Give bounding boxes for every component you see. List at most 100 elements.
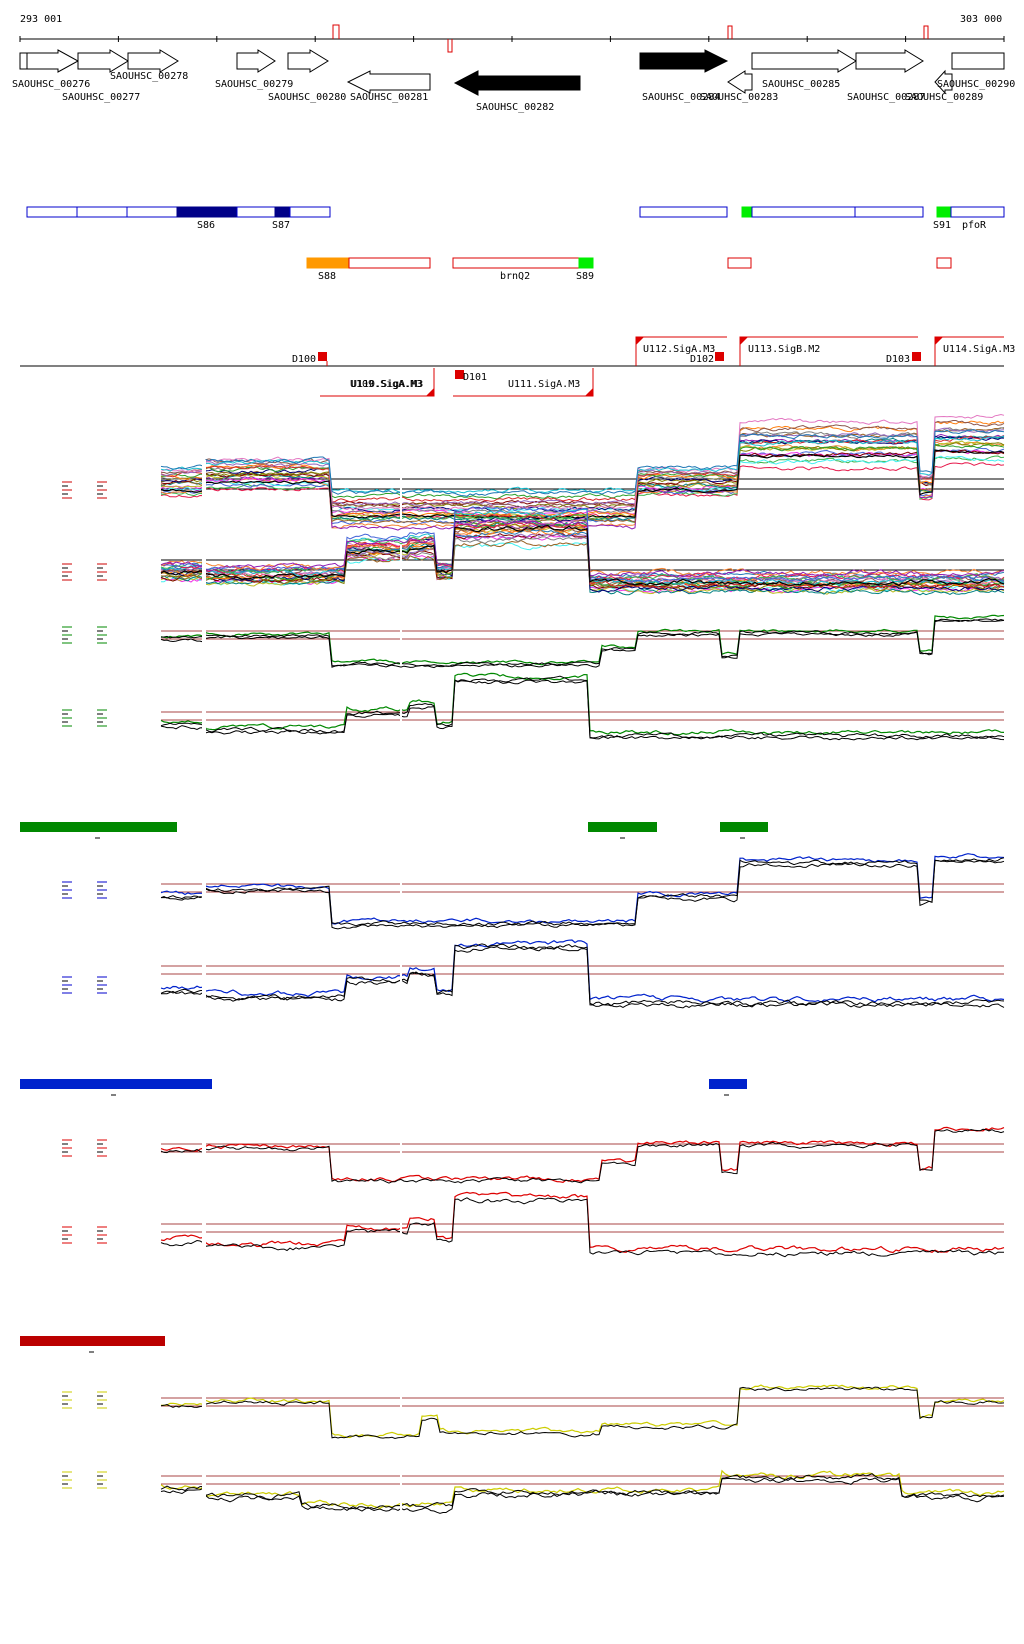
data-gap: [202, 1385, 206, 1430]
downshift-D102[interactable]: D102: [690, 352, 724, 365]
cluster-bar-green[interactable]: [720, 822, 768, 832]
gene-SAOUHSC_00278[interactable]: SAOUHSC_00278: [110, 49, 188, 82]
gene-label: SAOUHSC_00282: [476, 102, 554, 113]
expression-trace: [160, 1386, 1005, 1440]
upshift-U109[interactable]: U109.SigA.M3: [320, 368, 435, 397]
gene-SAOUHSC_00276[interactable]: SAOUHSC_00276: [12, 49, 90, 90]
downshift-D101[interactable]: D101: [455, 370, 487, 383]
expression-trace: [160, 1384, 1005, 1439]
cluster-bar-blue[interactable]: [20, 1079, 212, 1089]
expression-trace: [160, 1128, 1005, 1184]
expression-trace: [160, 529, 1005, 580]
gene-SAOUHSC_00281[interactable]: SAOUHSC_00281: [346, 70, 431, 103]
cluster-bar-blue[interactable]: [709, 1079, 747, 1089]
data-gap: [202, 615, 206, 665]
data-gap: [202, 545, 206, 600]
gene-arrow-icon: [453, 70, 581, 96]
gene-SAOUHSC_00287[interactable]: SAOUHSC_00287: [847, 49, 925, 103]
expression-trace: [160, 1191, 1005, 1254]
cluster-bar-green[interactable]: [588, 822, 657, 832]
expression-trace: [160, 939, 1005, 1003]
gene-arrow-icon: [77, 49, 129, 73]
upshift-label: U112.SigA.M3: [643, 344, 715, 355]
upshift-U110[interactable]: U110.SigA.M3: [351, 379, 423, 390]
expression-trace: [160, 619, 1005, 669]
downshift-D100[interactable]: D100: [292, 352, 328, 366]
segment-S89[interactable]: [578, 257, 594, 269]
gene-track: SAOUHSC_00276 SAOUHSC_00277 SAOUHSC_0027…: [12, 49, 1015, 113]
data-gap: [400, 460, 402, 520]
segment-S91[interactable]: [936, 206, 952, 218]
gene-label: SAOUHSC_00289: [905, 92, 983, 103]
upshift-flag-icon: [740, 337, 748, 345]
upshift-label: U114.SigA.M3: [943, 344, 1015, 355]
cluster-bar-green[interactable]: [20, 822, 177, 832]
data-gap: [202, 690, 206, 745]
downshift-square-icon: [912, 352, 921, 361]
segment-pfoR[interactable]: [950, 206, 1005, 218]
expression-trace: [160, 945, 1005, 1009]
gene-arrow-icon: [127, 49, 179, 73]
gene-SAOUHSC_00284[interactable]: SAOUHSC_00284: [639, 49, 729, 103]
segment-label: S86: [197, 220, 215, 231]
gene-SAOUHSC_00290[interactable]: SAOUHSC_00290: [937, 52, 1015, 90]
expression-trace: [160, 943, 1005, 1007]
data-gap: [400, 955, 402, 1005]
upshift-U112[interactable]: U112.SigA.M3: [635, 336, 727, 366]
expression-trace: [160, 614, 1005, 666]
segment-S88[interactable]: [306, 257, 350, 269]
gene-SAOUHSC_00283[interactable]: SAOUHSC_00283: [700, 70, 778, 103]
gene-SAOUHSC_00279[interactable]: SAOUHSC_00279: [215, 49, 293, 90]
downshift-label: D103: [886, 354, 910, 365]
ruler-ticks: [19, 36, 1005, 42]
upshift-flag-icon: [636, 337, 644, 345]
gene-arrow-icon: [287, 49, 329, 73]
downshift-D103[interactable]: D103: [886, 352, 921, 365]
gene-arrow-icon: [19, 49, 80, 73]
gene-label: SAOUHSC_00276: [12, 79, 90, 90]
segment-S87[interactable]: [274, 206, 291, 218]
gene-label: SAOUHSC_00278: [110, 71, 188, 82]
gene-label: SAOUHSC_00283: [700, 92, 778, 103]
gene-label: SAOUHSC_00285: [762, 79, 840, 90]
expression-trace: [160, 519, 1005, 578]
cluster-bars: [20, 822, 768, 1353]
expression-trace: [160, 515, 1005, 593]
data-gap: [202, 865, 206, 915]
data-gap: [202, 460, 206, 520]
segment-label: S88: [318, 271, 336, 282]
gene-label: SAOUHSC_00290: [937, 79, 1015, 90]
gene-SAOUHSC_00289[interactable]: SAOUHSC_00289: [905, 69, 983, 103]
expression-trace: [160, 857, 1005, 927]
upshift-label: U110.SigA.M3: [351, 379, 423, 390]
expression-trace: [160, 455, 1005, 513]
expression-trace: [160, 675, 1005, 741]
gene-label: SAOUHSC_00284: [642, 92, 720, 103]
expression-tracks: [62, 413, 1005, 1515]
gene-label: SAOUHSC_00287: [847, 92, 925, 103]
data-gap: [400, 545, 402, 600]
downshift-label: D102: [690, 354, 714, 365]
segment-S86[interactable]: [176, 206, 238, 218]
data-gap: [202, 955, 206, 1005]
data-gap: [400, 865, 402, 915]
gene-label: SAOUHSC_00279: [215, 79, 293, 90]
gene-arrow-icon: [639, 49, 729, 73]
gene-arrow-icon: [346, 70, 431, 94]
upshift-U114[interactable]: U114.SigA.M3: [934, 336, 1015, 366]
upshift-U113[interactable]: U113.SigB.M2: [739, 336, 918, 366]
upshift-U111[interactable]: U111.SigA.M3: [453, 368, 594, 397]
ruler-start-label: 293 001: [20, 14, 62, 25]
gene-SAOUHSC_00280[interactable]: SAOUHSC_00280: [268, 49, 346, 103]
upshift-flag-icon: [585, 388, 593, 396]
segment-brnQ2[interactable]: [452, 257, 580, 269]
cluster-bar-red[interactable]: [20, 1336, 165, 1346]
downshift-square-icon: [715, 352, 724, 361]
expression-trace: [160, 413, 1005, 511]
expression-trace: [160, 443, 1005, 500]
gene-SAOUHSC_00285[interactable]: SAOUHSC_00285: [751, 49, 857, 90]
gene-arrow-icon: [751, 49, 857, 73]
segment-label: S89: [576, 271, 594, 282]
gene-SAOUHSC_00282[interactable]: SAOUHSC_00282: [453, 70, 581, 113]
gene-SAOUHSC_00277[interactable]: SAOUHSC_00277: [62, 49, 140, 103]
